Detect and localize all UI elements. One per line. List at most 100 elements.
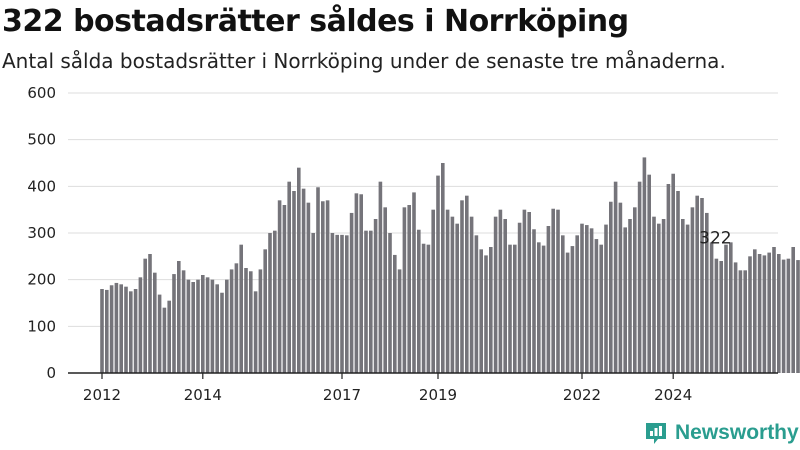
bar [652, 216, 656, 373]
bar [599, 244, 603, 373]
bar [537, 242, 541, 373]
x-tick-label: 2022 [563, 386, 601, 404]
bar [661, 219, 666, 373]
bar [124, 286, 128, 373]
bar [436, 175, 440, 373]
bar [100, 289, 104, 373]
bar [460, 200, 464, 373]
y-tick-label: 200 [27, 271, 56, 289]
bar [220, 292, 224, 373]
bar [503, 219, 507, 373]
bar [253, 291, 258, 373]
bar [316, 187, 320, 373]
bar [335, 234, 339, 373]
bar [129, 291, 133, 373]
bar [431, 209, 435, 373]
bar [330, 233, 335, 373]
bar [263, 249, 267, 373]
bar [517, 222, 522, 373]
bar [138, 277, 143, 373]
bar [321, 201, 325, 373]
bar [239, 244, 243, 373]
bar [306, 202, 311, 373]
bar [277, 200, 282, 373]
bar [729, 242, 733, 373]
x-tick-label: 2024 [654, 386, 692, 404]
bar [196, 279, 200, 373]
bar [354, 193, 359, 373]
bar [205, 277, 210, 373]
bar [493, 216, 498, 373]
bar [719, 261, 723, 373]
bar [273, 230, 277, 373]
bar [676, 191, 680, 373]
bar [561, 235, 565, 373]
bar [647, 174, 651, 373]
bar [234, 263, 239, 373]
bar [613, 181, 618, 373]
bar [325, 200, 330, 373]
bar [508, 244, 512, 373]
bar [301, 188, 306, 373]
x-tick-label: 2014 [184, 386, 222, 404]
bar [546, 226, 551, 373]
bar [282, 205, 287, 373]
bar [757, 254, 762, 373]
bar [378, 181, 383, 373]
bar [162, 307, 167, 373]
bar [225, 279, 229, 373]
bar [777, 254, 781, 373]
bar [681, 219, 685, 373]
bar [498, 209, 503, 373]
bar [229, 269, 234, 373]
bar [148, 254, 152, 373]
bar [628, 219, 632, 373]
bar [417, 229, 421, 373]
bar [397, 269, 402, 373]
bar [695, 195, 699, 373]
bar [455, 223, 459, 373]
y-tick-label: 100 [27, 317, 56, 335]
x-tick-label: 2017 [323, 386, 361, 404]
bar-series [100, 157, 800, 373]
bar [690, 207, 695, 373]
y-axis: 0 100 200 300 400 500 600 [27, 84, 56, 382]
bar [479, 249, 483, 373]
bar [421, 243, 426, 373]
bar [666, 184, 671, 373]
bar [743, 270, 747, 373]
bar [570, 246, 575, 373]
bar [700, 198, 704, 373]
bar [369, 230, 373, 373]
bar [349, 212, 354, 373]
y-tick-label: 400 [27, 177, 56, 195]
brand-logo[interactable]: Newsworthy [643, 419, 799, 447]
bar [556, 209, 560, 373]
bar [594, 239, 599, 373]
bar [297, 167, 301, 373]
bar [633, 207, 637, 373]
y-tick-label: 500 [27, 131, 56, 149]
bar [791, 247, 795, 373]
bar [268, 233, 272, 373]
bar [609, 201, 613, 373]
bar [767, 252, 771, 373]
bar [489, 247, 493, 373]
bar [359, 194, 363, 373]
bar [133, 289, 138, 373]
bar [738, 270, 743, 373]
bar [143, 258, 147, 373]
bar [383, 207, 387, 373]
bar [109, 285, 114, 373]
bar [215, 284, 219, 373]
bar [364, 230, 368, 373]
bar [407, 205, 411, 373]
bar [762, 255, 767, 373]
bar [724, 244, 728, 373]
bar [781, 259, 786, 373]
bar [249, 271, 253, 373]
bar [311, 233, 315, 373]
y-tick-label: 0 [46, 364, 56, 382]
brand-name: Newsworthy [675, 421, 799, 444]
bar [345, 235, 349, 373]
